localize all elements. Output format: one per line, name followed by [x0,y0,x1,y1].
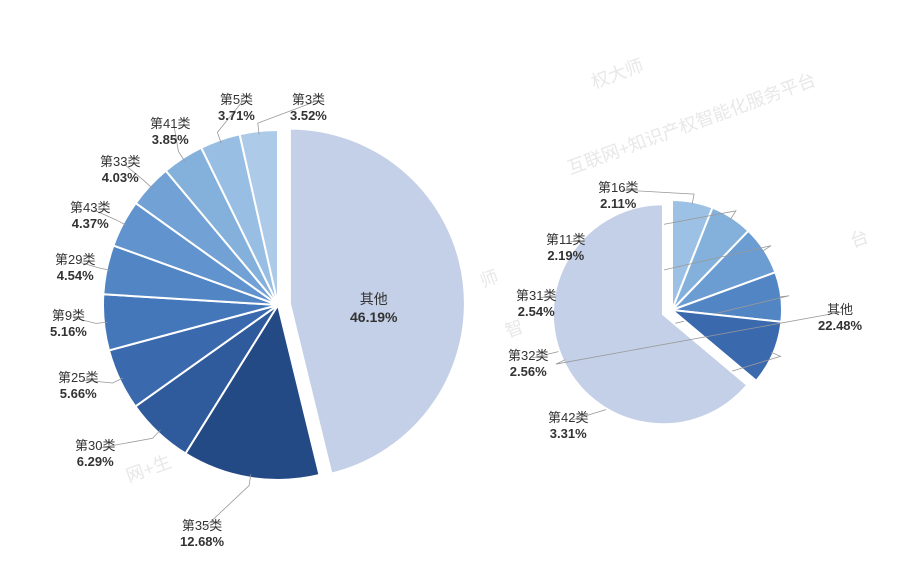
slice-label-pct: 22.48% [818,318,862,334]
slice-label-pct: 4.37% [70,216,110,232]
slice-label-name: 第33类 [100,154,140,170]
slice-label-name: 第25类 [58,370,98,386]
slice-label-第35类: 第35类12.68% [180,518,224,551]
slice-label-name: 第31类 [516,288,556,304]
slice-label-第25类: 第25类5.66% [58,370,98,403]
slice-label-name: 第35类 [180,518,224,534]
slice-label-第31类: 第31类2.54% [516,288,556,321]
slice-label-name: 第11类 [546,232,586,248]
slice-label-第42类: 第42类3.31% [548,410,588,443]
slice-label-name: 其他 [350,290,397,308]
slice-label-第9类: 第9类5.16% [50,308,87,341]
slice-label-第29类: 第29类4.54% [55,252,95,285]
slice-label-pct: 12.68% [180,534,224,550]
slice-label-name: 第5类 [218,92,255,108]
slice-label-pct: 3.31% [548,426,588,442]
slice-label-其他: 其他46.19% [350,290,397,326]
slice-label-name: 第43类 [70,200,110,216]
slice-label-name: 第30类 [75,438,115,454]
slice-label-name: 第3类 [290,92,327,108]
slice-label-pct: 3.52% [290,108,327,124]
slice-label-name: 第41类 [150,116,190,132]
slice-label-name: 第9类 [50,308,87,324]
slice-label-第16类: 第16类2.11% [598,180,638,213]
chart-container: 权大师互联网+知识产权智能化服务平台师智台网+生其他46.19%第35类12.6… [0,0,917,574]
slice-label-name: 第42类 [548,410,588,426]
slice-label-pct: 3.71% [218,108,255,124]
slice-label-pct: 3.85% [150,132,190,148]
slice-label-pct: 46.19% [350,308,397,326]
pie-charts-svg [0,0,917,574]
slice-label-name: 其他 [818,302,862,318]
slice-label-pct: 2.54% [516,304,556,320]
slice-label-pct: 5.16% [50,324,87,340]
slice-label-第41类: 第41类3.85% [150,116,190,149]
slice-label-pct: 2.11% [598,196,638,212]
slice-label-pct: 4.03% [100,170,140,186]
slice-label-第3类: 第3类3.52% [290,92,327,125]
slice-label-name: 第32类 [508,348,548,364]
slice-label-第5类: 第5类3.71% [218,92,255,125]
slice-label-pct: 4.54% [55,268,95,284]
slice-label-pct: 2.19% [546,248,586,264]
slice-label-第30类: 第30类6.29% [75,438,115,471]
slice-label-第32类: 第32类2.56% [508,348,548,381]
slice-label-pct: 5.66% [58,386,98,402]
slice-label-其他: 其他22.48% [818,302,862,335]
slice-label-name: 第29类 [55,252,95,268]
slice-label-第11类: 第11类2.19% [546,232,586,265]
slice-label-第33类: 第33类4.03% [100,154,140,187]
slice-label-name: 第16类 [598,180,638,196]
slice-label-第43类: 第43类4.37% [70,200,110,233]
slice-label-pct: 6.29% [75,454,115,470]
slice-label-pct: 2.56% [508,364,548,380]
